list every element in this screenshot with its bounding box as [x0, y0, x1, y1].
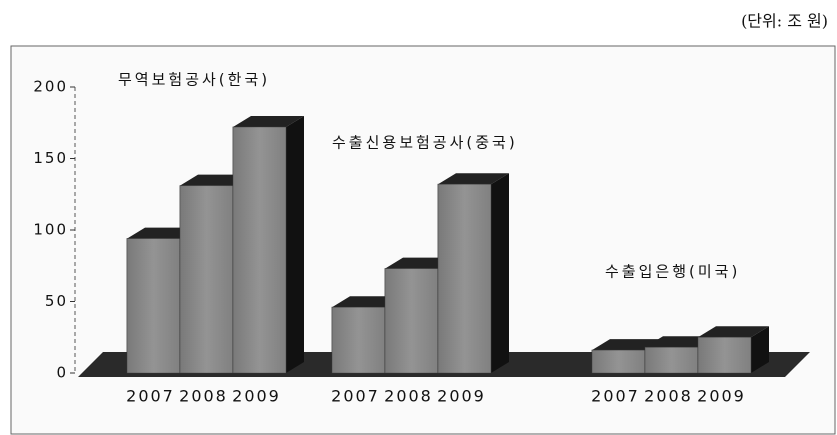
x-tick-label: 2009 — [437, 387, 486, 406]
bar-shade — [233, 127, 286, 373]
y-tick-label: 0 — [56, 364, 68, 382]
bar-shade — [645, 347, 698, 373]
bar — [591, 339, 663, 374]
bar-top — [698, 326, 769, 338]
y-tick-label: 50 — [45, 292, 68, 310]
x-tick-label: 2007 — [331, 387, 380, 406]
bar-shade — [592, 350, 645, 373]
x-tick-label: 2009 — [232, 387, 281, 406]
bar-top — [438, 173, 509, 185]
bar-shade — [127, 238, 180, 373]
bar-side — [491, 173, 509, 373]
y-tick-label: 200 — [33, 78, 68, 96]
bar-side — [286, 116, 304, 373]
x-tick-label: 2009 — [697, 387, 746, 406]
bar-shade — [438, 184, 491, 373]
x-tick-label: 2007 — [591, 387, 640, 406]
y-tick-label: 100 — [33, 221, 68, 239]
bar-shade — [332, 307, 385, 373]
group-label: 수출신용보험공사(중국) — [332, 134, 518, 152]
x-tick-label: 2008 — [179, 387, 228, 406]
bar-shade — [698, 337, 751, 373]
bar-shade — [385, 268, 438, 373]
x-tick-label: 2007 — [126, 387, 175, 406]
bar-top — [233, 116, 304, 128]
y-tick-label: 150 — [33, 149, 68, 167]
group-label: 수출입은행(미국) — [605, 263, 740, 281]
bar — [232, 116, 304, 374]
group-label: 무역보험공사(한국) — [118, 71, 270, 89]
x-tick-label: 2008 — [384, 387, 433, 406]
x-tick-label: 2008 — [644, 387, 693, 406]
bar — [697, 326, 769, 374]
bar — [437, 173, 509, 374]
bar-side — [751, 326, 769, 373]
bar-shade — [180, 185, 233, 373]
unit-label: (단위: 조 원) — [741, 12, 828, 31]
